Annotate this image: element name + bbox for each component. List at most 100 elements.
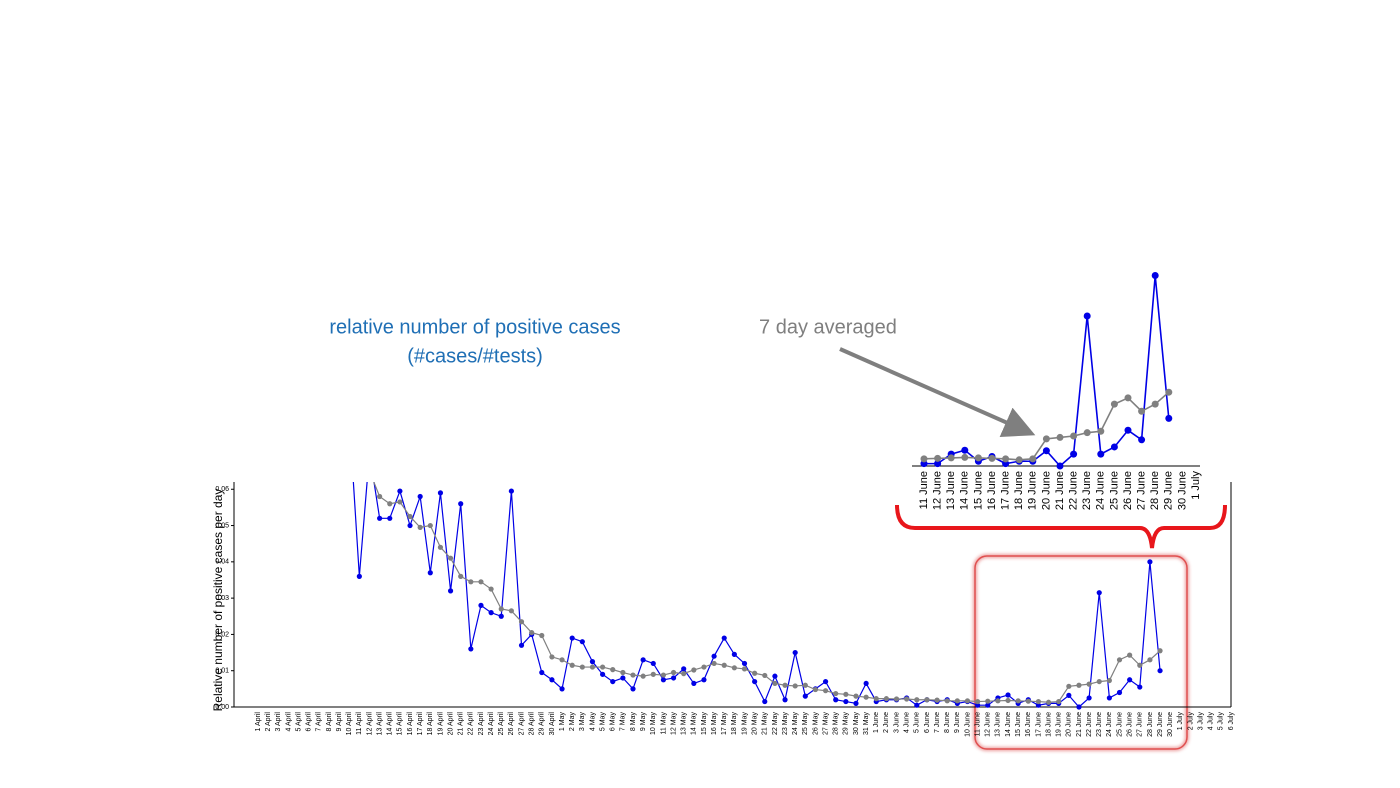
x-tick-label: 1 June [873,712,880,733]
data-point [397,488,403,494]
x-tick-label: 12 June [932,471,944,510]
data-point [539,632,545,639]
data-point [1147,559,1153,565]
data-point [985,698,991,704]
x-tick-label: 21 June [1054,471,1066,510]
x-tick-label: 18 June [1013,471,1025,510]
annotation-arrow [839,347,1036,437]
data-point [792,649,798,656]
data-point [650,671,656,677]
data-point [721,635,727,641]
data-point [458,501,464,507]
x-tick-label: 14 June [959,471,971,510]
x-tick-label: 22 April [468,712,475,736]
x-tick-label: 17 May [721,712,728,735]
data-point [508,488,514,494]
x-tick-label: 25 June [1108,471,1120,510]
data-point [772,680,778,687]
data-point [600,671,606,677]
x-tick-label: 1 May [559,712,566,732]
data-point [559,686,565,692]
data-point [620,675,626,681]
data-point [559,657,565,663]
x-tick-label: 9 April [336,712,343,732]
x-tick-label: 15 June [972,471,984,510]
x-tick-label: 25 June [1116,712,1123,737]
x-tick-label: 9 June [954,712,961,733]
data-point [944,698,950,704]
data-point [468,579,474,585]
data-point [802,693,808,699]
x-tick-label: 19 June [1056,712,1063,737]
data-point [640,657,646,663]
data-point [610,678,616,685]
data-point [589,664,596,670]
x-tick-label: 7 June [934,712,941,733]
data-point [731,665,737,671]
data-point [1165,388,1173,396]
x-tick-label: 23 May [782,712,789,735]
series [352,482,1163,710]
x-tick-label: 21 June [1076,712,1083,737]
data-point [1025,698,1031,704]
data-point [1097,450,1105,458]
data-point [711,653,717,659]
data-point [529,630,535,636]
y-tick-label: 0.03 [215,595,229,602]
data-point [1015,698,1021,704]
data-point [1157,668,1163,674]
data-point [1151,272,1159,280]
data-point [822,688,829,694]
x-tick-label: 29 June [1157,712,1164,737]
data-point [1070,450,1078,458]
data-point [752,678,758,685]
data-point [498,613,504,619]
data-point [1056,698,1062,705]
x-tick-label: 25 April [498,712,505,736]
data-point [863,680,869,687]
x-tick-label: 13 May [681,712,688,735]
x-tick-label: 25 May [802,712,809,735]
x-tick-label: 20 June [1040,471,1052,510]
x-tick-label: 3 June [893,712,900,733]
data-point [1097,427,1105,435]
x-tick-label: 7 April [316,712,323,732]
data-point [762,698,768,705]
data-point [1002,455,1010,463]
x-tick-label: 8 June [944,712,951,733]
data-point [549,677,555,683]
data-point [924,697,930,703]
data-point [934,460,942,468]
x-tick-label: 10 April [346,712,353,736]
x-tick-label: 10 June [964,712,971,737]
data-point [1086,695,1092,701]
data-point [1110,443,1118,451]
data-point [833,690,839,697]
data-point [458,573,464,579]
x-tick-label: 2 June [883,712,890,733]
data-point [579,639,585,645]
series-line [352,482,1161,708]
data-point [579,664,585,670]
data-point [397,499,403,505]
x-tick-label: 6 June [924,712,931,733]
data-point [1042,447,1050,455]
data-point [1106,677,1112,684]
x-tick-label: 2 July [1187,712,1194,731]
data-point [691,680,697,687]
data-point [1116,657,1123,663]
data-point [447,555,454,561]
data-point [741,666,748,672]
data-point [721,662,727,668]
data-point [1035,698,1042,705]
x-tick-label: 30 June [1167,712,1174,737]
x-tick-label: 22 June [1068,471,1080,510]
x-tick-label: 24 April [488,712,495,736]
data-point [650,660,656,667]
data-point [1165,414,1173,422]
data-point [518,642,525,648]
x-tick-label: 23 April [478,712,485,736]
annotation-title: relative number of positive cases [329,316,620,338]
x-tick-label: 3 May [579,712,586,732]
x-tick-label: 1 July [1177,712,1184,731]
